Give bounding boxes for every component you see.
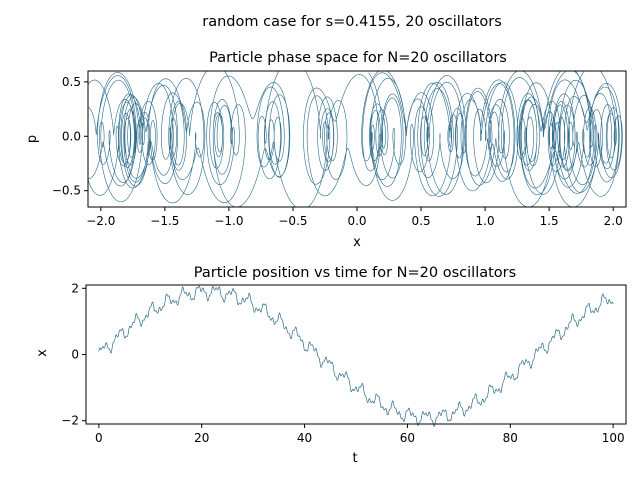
phase-space-x-tick-label: −0.5: [278, 214, 307, 228]
position-time-title: Particle position vs time for N=20 oscil…: [194, 265, 516, 281]
phase-space-title: Particle phase space for N=20 oscillator…: [209, 50, 507, 66]
position-time-x-tick-label: 0: [95, 431, 103, 445]
phase-space-x-tick-label: −2.0: [86, 214, 115, 228]
phase-space-y-tick-label: 0.5: [62, 75, 81, 89]
position-time-y-label: x: [35, 349, 50, 357]
position-time-x-tick-label: 60: [400, 431, 415, 445]
figure-suptitle: random case for s=0.4155, 20 oscillators: [202, 14, 502, 30]
phase-space-y-tick-label: −0.5: [52, 184, 81, 198]
phase-space-x-tick-label: 1.0: [476, 214, 495, 228]
position-time-curve-group: [98, 285, 614, 427]
phase-space-x-tick-label: 0.0: [347, 214, 366, 228]
position-time-axes: Particle position vs time for N=20 oscil…: [35, 265, 627, 466]
phase-space-x-tick-label: 2.0: [604, 214, 623, 228]
phase-space-y-label: p: [25, 135, 40, 143]
phase-space-y-tick-label: 0.0: [62, 129, 81, 143]
position-time-series-line: [98, 285, 614, 427]
phase-space-x-tick-label: −1.0: [214, 214, 243, 228]
phase-space-y-ticks: 0.5 0.0 −0.5: [52, 75, 88, 198]
position-time-x-tick-label: 20: [194, 431, 209, 445]
phase-space-x-tick-label: 1.5: [540, 214, 559, 228]
position-time-x-tick-label: 100: [602, 431, 625, 445]
position-time-y-tick-label: 2: [71, 281, 79, 295]
phase-space-axes: Particle phase space for N=20 oscillator…: [25, 50, 627, 250]
phase-space-x-label: x: [353, 235, 361, 250]
position-time-y-tick-label: −2: [61, 414, 79, 428]
position-time-x-tick-label: 80: [503, 431, 518, 445]
phase-space-x-ticks: −2.0 −1.5 −1.0 −0.5 0.0 0.5 1.0 1.5 2.0: [86, 207, 623, 228]
phase-space-curve-group: [88, 71, 623, 207]
position-time-x-tick-label: 40: [297, 431, 312, 445]
phase-space-x-tick-label: −1.5: [150, 214, 179, 228]
phase-space-series-line: [88, 71, 623, 207]
position-time-y-ticks: 2 0 −2: [61, 281, 86, 428]
position-time-x-label: t: [352, 451, 357, 466]
position-time-y-tick-label: 0: [71, 348, 79, 362]
position-time-x-ticks: 0 20 40 60 80 100: [95, 424, 625, 445]
phase-space-x-tick-label: 0.5: [412, 214, 431, 228]
